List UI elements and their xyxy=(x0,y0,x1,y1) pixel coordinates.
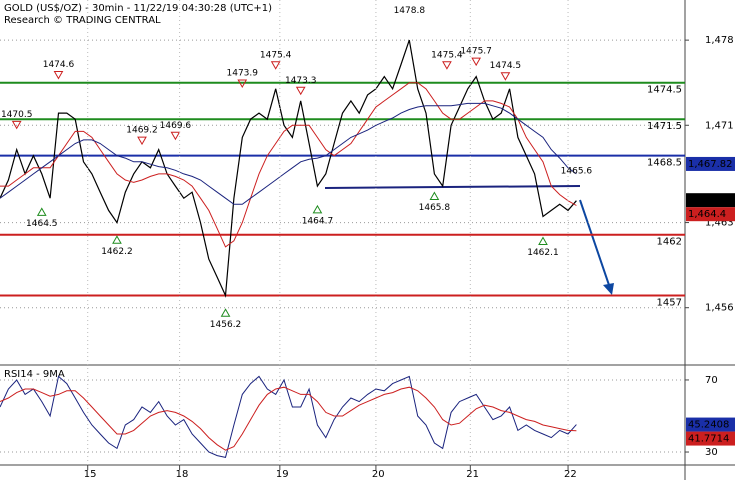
y-tick-label: 1,478 xyxy=(705,35,734,46)
y-tick-label: 1,471 xyxy=(705,120,734,131)
forecast-arrow xyxy=(579,199,611,289)
high-marker xyxy=(500,72,511,81)
low-marker xyxy=(538,236,548,246)
series-line xyxy=(0,39,577,298)
annotation-label: 1464.5 xyxy=(26,219,58,229)
last-value-label: 1,464.4 xyxy=(688,209,726,220)
low-marker xyxy=(429,191,440,201)
last-value-box xyxy=(686,207,735,222)
high-marker xyxy=(442,61,452,70)
annotation-label: 1473.3 xyxy=(285,76,317,86)
high-marker xyxy=(295,86,306,96)
annotation-label: 1465.8 xyxy=(419,203,451,213)
x-tick-label: 22 xyxy=(564,469,577,480)
last-value-label: 45.2408 xyxy=(688,420,729,431)
x-tick-label: 21 xyxy=(466,469,479,480)
last-value-label: 1,467.82 xyxy=(688,159,733,170)
annotation-label: 1469.2 xyxy=(126,126,158,136)
y-tick-label: 30 xyxy=(705,447,718,458)
chart-subtitle: Research © TRADING CENTRAL xyxy=(4,15,161,26)
annotation-label: 1474.5 xyxy=(490,61,522,71)
series-line xyxy=(0,82,577,248)
indicator-title: RSI14 - 9MA xyxy=(4,369,65,380)
arrow-head xyxy=(603,283,614,295)
annotation-label: 1475.4 xyxy=(431,50,463,60)
level-label: 1474.5 xyxy=(647,85,682,96)
last-value-label: 1,464.84 xyxy=(688,195,733,206)
series-line xyxy=(0,375,577,458)
high-marker xyxy=(270,61,281,70)
high-marker xyxy=(170,131,181,141)
annotation-label: 1475.4 xyxy=(260,50,292,60)
annotation-label: 1475.7 xyxy=(460,47,492,57)
annotation-label: 1470.5 xyxy=(1,110,33,120)
annotation-label: 1462.1 xyxy=(527,248,559,258)
low-marker xyxy=(220,308,231,317)
y-tick-label: 70 xyxy=(705,375,718,386)
annotation-label: 1473.9 xyxy=(227,69,259,79)
last-value-box xyxy=(686,431,735,446)
series-line xyxy=(0,102,577,205)
x-tick-label: 15 xyxy=(84,469,97,480)
last-value-label: 41.7714 xyxy=(688,434,729,445)
y-tick-label: 1,456 xyxy=(705,303,734,314)
last-value-box xyxy=(686,156,735,171)
annotation-label: 1465.6 xyxy=(561,166,593,176)
high-marker xyxy=(137,136,147,146)
high-marker xyxy=(471,57,482,67)
x-tick-label: 18 xyxy=(176,469,189,480)
y-tick-label: 1,463 xyxy=(705,218,734,229)
annotation-label: 1478.8 xyxy=(394,6,426,16)
annotation-label: 1462.2 xyxy=(101,247,133,257)
high-marker xyxy=(53,70,64,80)
low-marker xyxy=(312,204,323,214)
last-value-box xyxy=(686,417,735,432)
high-marker xyxy=(11,120,22,130)
series-line xyxy=(0,386,577,451)
annotation-label: 1456.2 xyxy=(210,320,242,330)
low-marker xyxy=(112,235,122,244)
x-tick-label: 20 xyxy=(372,469,385,480)
annotation-label: 1464.7 xyxy=(302,216,334,226)
level-label: 1471.5 xyxy=(647,121,682,132)
x-tick-label: 19 xyxy=(276,469,289,480)
level-label: 1457 xyxy=(657,298,682,309)
annotation-label: 1469.6 xyxy=(160,121,192,131)
chart-title: GOLD (US$/OZ) - 30min - 11/22/19 04:30:2… xyxy=(4,3,272,14)
annotation-label: 1474.6 xyxy=(43,60,75,70)
level-label: 1462 xyxy=(657,237,682,248)
level-label: 1468.5 xyxy=(647,158,682,169)
low-marker xyxy=(36,207,47,216)
high-marker xyxy=(237,79,248,89)
last-value-box xyxy=(686,193,735,208)
